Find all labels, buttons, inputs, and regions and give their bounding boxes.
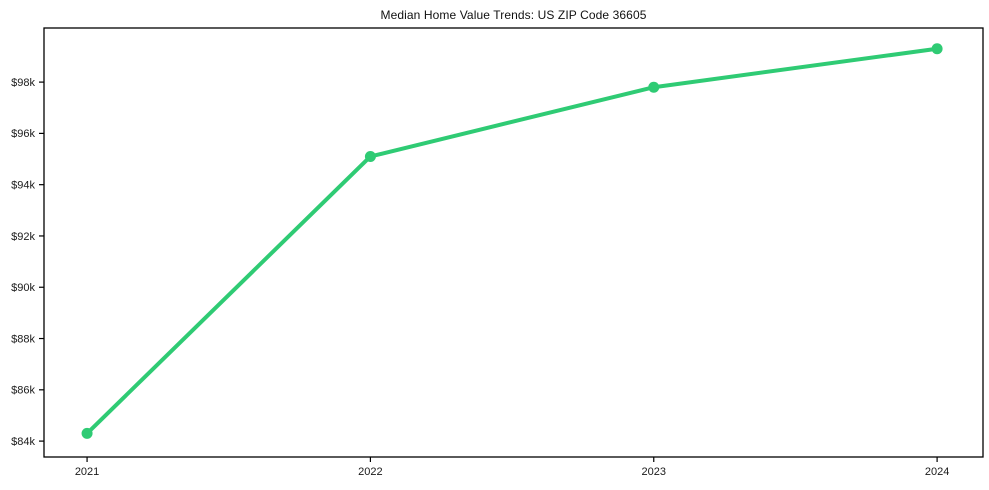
x-tick-label: 2021 [75,466,99,478]
y-tick-label: $92k [11,231,35,243]
y-tick-label: $86k [11,385,35,397]
data-point-marker [648,81,660,93]
plot-border [43,27,984,458]
y-tick-label: $94k [11,180,35,192]
data-point-marker [364,150,376,162]
y-tick-label: $88k [11,333,35,345]
x-tick-label: 2022 [358,466,382,478]
data-point-marker [931,43,943,55]
y-tick-label: $96k [11,128,35,140]
x-tick-label: 2024 [925,466,949,478]
trend-line [85,46,940,436]
y-tick-label: $84k [11,436,35,448]
y-tick-label: $90k [11,282,35,294]
y-tick-label: $98k [11,77,35,89]
x-tick-label: 2023 [642,466,666,478]
chart-title: Median Home Value Trends: US ZIP Code 36… [380,8,647,22]
data-point-marker [81,427,93,439]
